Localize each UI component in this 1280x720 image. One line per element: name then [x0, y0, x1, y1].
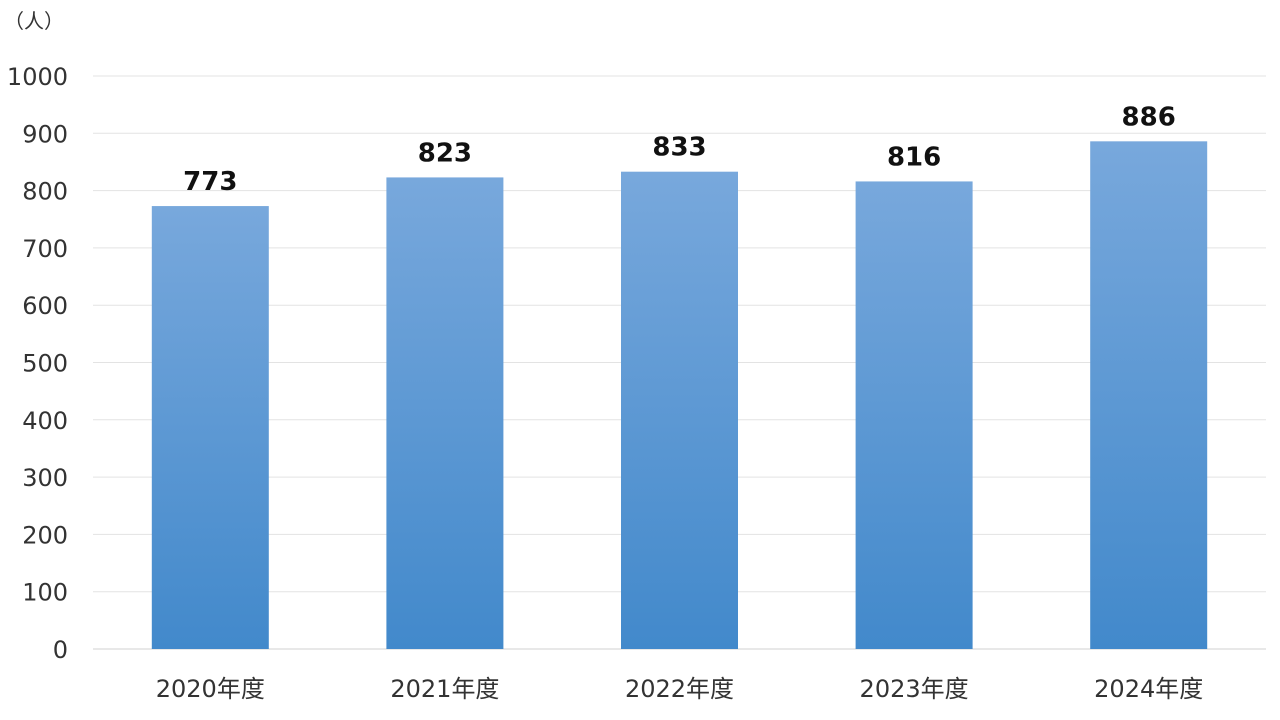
y-tick-label: 300: [22, 464, 68, 492]
y-axis-ticks: 0 100 200 300 400 500 600 700 800 900 1000: [7, 63, 68, 664]
bars: [151, 141, 1208, 650]
bar-value-label: 823: [418, 138, 472, 168]
bar: [1090, 141, 1208, 649]
bar: [855, 181, 973, 649]
bar-value-label: 886: [1122, 102, 1176, 132]
x-category-label: 2022年度: [625, 675, 734, 703]
y-tick-label: 0: [53, 636, 68, 664]
y-tick-label: 600: [22, 292, 68, 320]
y-tick-label: 400: [22, 407, 68, 435]
bar-value-label: 773: [183, 167, 237, 197]
bar: [386, 177, 504, 649]
bar: [621, 171, 738, 650]
y-tick-label: 1000: [7, 63, 68, 91]
y-tick-label: 900: [22, 120, 68, 148]
bar: [151, 206, 269, 650]
x-category-label: 2023年度: [860, 675, 969, 703]
y-tick-label: 200: [22, 521, 68, 549]
x-category-label: 2024年度: [1094, 675, 1203, 703]
y-tick-label: 700: [22, 235, 68, 263]
y-tick-label: 800: [22, 178, 68, 206]
bar-value-label: 816: [887, 142, 941, 172]
x-category-label: 2020年度: [156, 675, 265, 703]
y-tick-label: 100: [22, 579, 68, 607]
x-axis-categories: 2020年度 2021年度 2022年度 2023年度 2024年度: [156, 675, 1203, 703]
x-category-label: 2021年度: [390, 675, 499, 703]
y-axis-unit-label: （人）: [4, 9, 64, 33]
y-tick-label: 500: [22, 350, 68, 378]
bar-value-label: 833: [652, 133, 706, 163]
data-labels: 773 823 833 816 886: [183, 102, 1176, 197]
